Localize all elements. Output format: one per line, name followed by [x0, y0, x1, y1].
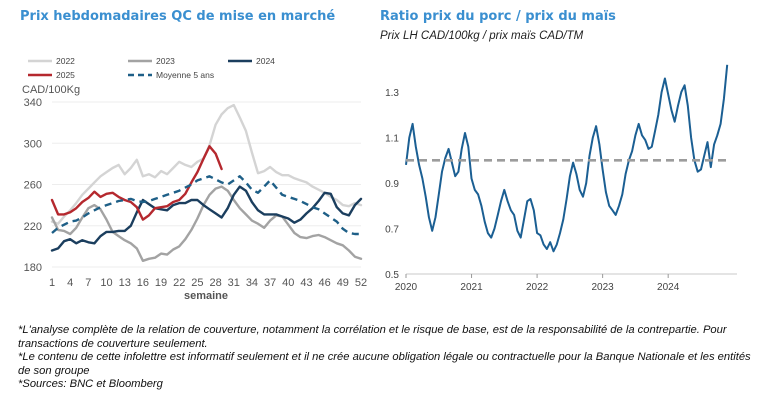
- x-tick-label: 43: [300, 277, 312, 289]
- x-axis-label: semaine: [184, 290, 228, 302]
- legend-label-2022: 2022: [56, 56, 75, 66]
- y-tick-label: 220: [24, 221, 42, 233]
- y-tick-label: 180: [24, 262, 42, 274]
- legend-label-2024: 2024: [256, 56, 275, 66]
- footnote-disclaimer: *Le contenu de cette infolettre est info…: [18, 351, 751, 377]
- x-tick-label: 10: [100, 277, 112, 289]
- x-tick-label: 19: [155, 277, 167, 289]
- series-line-ratio: [405, 64, 729, 253]
- x-tick-label: 2022: [526, 282, 549, 293]
- x-tick-label: 22: [173, 277, 185, 289]
- x-tick-label: 46: [319, 277, 331, 289]
- left-chart-title: Prix hebdomadaires QC de mise en marché: [20, 9, 336, 24]
- right-chart-subtitle: Prix LH CAD/100kg / prix maïs CAD/TM: [380, 30, 584, 42]
- y-tick-label: 1.1: [385, 134, 399, 145]
- weekly-prices-chart: 180 220 260 300 340 1 4 7 10 13 16 19 22 25 28 31 34 37 40…: [22, 56, 367, 302]
- x-tick-label: 2020: [395, 282, 418, 293]
- y-tick-label: 300: [24, 138, 42, 150]
- x-tick-label: 1: [49, 277, 55, 289]
- x-tick-label: 13: [119, 277, 131, 289]
- right-chart-title: Ratio prix du porc / prix du maïs: [380, 9, 616, 24]
- series-line-2023: [50, 185, 363, 262]
- x-tick-label: 2021: [460, 282, 483, 293]
- series-line-moyenne-5-ans: [51, 175, 361, 236]
- x-tick-label: 2023: [592, 282, 615, 293]
- footnote-hedging: *L'analyse complète de la relation de co…: [18, 324, 727, 350]
- footnotes: *L'analyse complète de la relation de co…: [18, 324, 758, 392]
- hog-corn-ratio-chart: 0.5 0.7 0.9 1.1 1.3 2020 2021 2022 2023 2024: [385, 64, 737, 293]
- x-tick-label: 37: [264, 277, 276, 289]
- y-tick-label: 340: [24, 97, 42, 109]
- y-tick-label: 0.5: [385, 270, 399, 281]
- y-tick-label: 0.7: [385, 225, 399, 236]
- x-tick-label: 40: [282, 277, 294, 289]
- x-tick-label: 49: [337, 277, 349, 289]
- x-tick-label: 16: [137, 277, 149, 289]
- x-tick-label: 28: [209, 277, 221, 289]
- x-tick-label: 25: [191, 277, 203, 289]
- legend-label-moyenne-5-ans: Moyenne 5 ans: [156, 70, 214, 80]
- y-tick-label: 0.9: [385, 179, 399, 190]
- legend-label-2025: 2025: [56, 70, 75, 80]
- legend-label-2023: 2023: [156, 56, 175, 66]
- x-tick-label: 4: [67, 277, 73, 289]
- y-axis-unit-label: CAD/100Kg: [22, 84, 80, 96]
- x-tick-label: 7: [85, 277, 91, 289]
- y-tick-label: 260: [24, 180, 42, 192]
- y-tick-label: 1.3: [385, 88, 399, 99]
- x-tick-label: 2024: [657, 282, 680, 293]
- x-tick-label: 52: [355, 277, 367, 289]
- series-line-2025: [50, 145, 223, 221]
- series-line-2024: [50, 185, 363, 252]
- footnote-sources: *Sources: BNC et Bloomberg: [18, 378, 163, 391]
- x-tick-label: 34: [246, 277, 258, 289]
- x-tick-label: 31: [228, 277, 240, 289]
